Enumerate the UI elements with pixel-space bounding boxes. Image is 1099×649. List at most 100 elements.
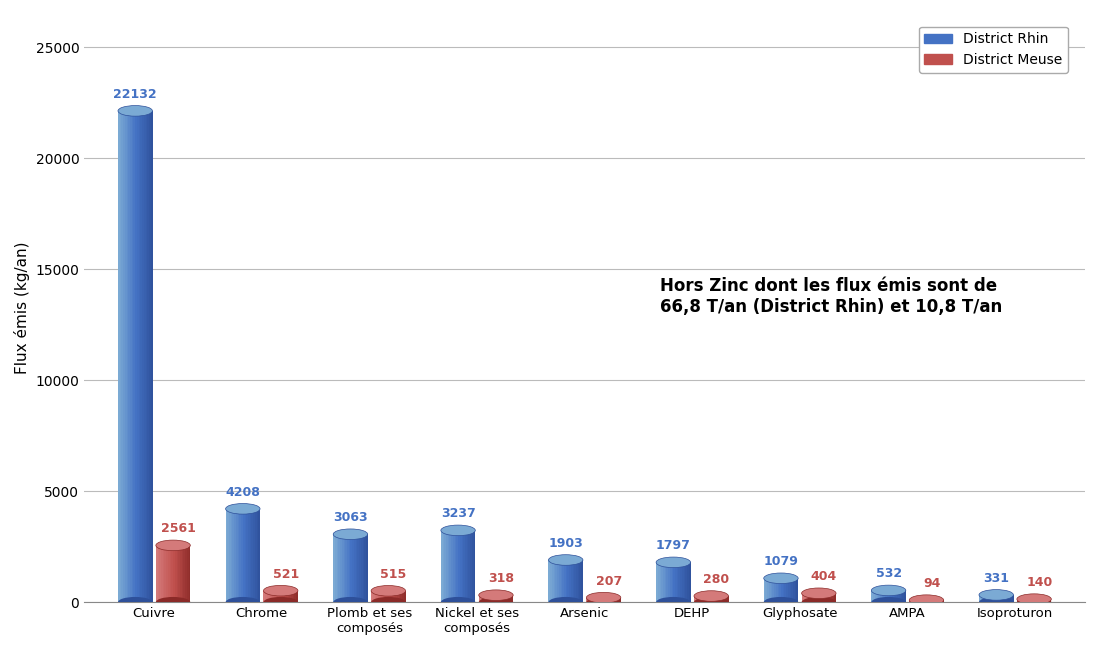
Bar: [764, 578, 798, 602]
Bar: [236, 509, 237, 602]
Bar: [492, 595, 495, 602]
Bar: [456, 530, 458, 602]
Bar: [581, 560, 584, 602]
Bar: [335, 534, 336, 602]
Bar: [137, 111, 138, 602]
Bar: [671, 562, 674, 602]
Bar: [504, 595, 507, 602]
Bar: [292, 591, 295, 602]
Ellipse shape: [479, 597, 513, 607]
Bar: [227, 509, 230, 602]
Text: 22132: 22132: [113, 88, 157, 101]
Bar: [177, 545, 178, 602]
Bar: [822, 593, 824, 602]
Bar: [279, 591, 281, 602]
Bar: [767, 578, 769, 602]
Bar: [1000, 595, 1001, 602]
Ellipse shape: [979, 597, 1013, 607]
Bar: [769, 578, 770, 602]
Text: 280: 280: [703, 573, 730, 586]
Bar: [890, 591, 892, 602]
Bar: [384, 591, 385, 602]
Bar: [464, 530, 465, 602]
Ellipse shape: [872, 597, 906, 607]
Bar: [674, 562, 675, 602]
Bar: [718, 596, 720, 602]
Bar: [273, 591, 274, 602]
Bar: [575, 560, 576, 602]
Bar: [818, 593, 819, 602]
Bar: [1041, 599, 1043, 602]
Bar: [510, 595, 511, 602]
Bar: [615, 598, 618, 602]
Bar: [291, 591, 292, 602]
Bar: [933, 600, 935, 602]
Bar: [246, 509, 248, 602]
Bar: [791, 578, 793, 602]
Bar: [1025, 599, 1028, 602]
Ellipse shape: [118, 597, 153, 607]
Bar: [619, 598, 621, 602]
Bar: [364, 534, 366, 602]
Bar: [569, 560, 571, 602]
Bar: [942, 600, 944, 602]
Text: 331: 331: [984, 572, 1009, 585]
Bar: [354, 534, 356, 602]
Bar: [801, 593, 803, 602]
Bar: [921, 600, 923, 602]
Bar: [885, 591, 887, 602]
Bar: [896, 591, 897, 602]
Bar: [884, 591, 886, 602]
Bar: [156, 545, 190, 602]
Bar: [443, 530, 444, 602]
Bar: [288, 591, 289, 602]
Bar: [693, 596, 729, 602]
Bar: [801, 593, 836, 602]
Text: 207: 207: [596, 574, 622, 587]
Bar: [474, 530, 476, 602]
Y-axis label: Flux émis (kg/an): Flux émis (kg/an): [14, 242, 30, 374]
Bar: [231, 509, 233, 602]
Bar: [821, 593, 822, 602]
Bar: [1022, 599, 1024, 602]
Bar: [706, 596, 708, 602]
Bar: [779, 578, 781, 602]
Ellipse shape: [333, 529, 368, 539]
Bar: [578, 560, 579, 602]
Bar: [138, 111, 141, 602]
Bar: [185, 545, 187, 602]
Bar: [602, 598, 603, 602]
Bar: [125, 111, 126, 602]
Bar: [441, 530, 475, 602]
Bar: [979, 595, 1013, 602]
Bar: [444, 530, 446, 602]
Bar: [175, 545, 177, 602]
Bar: [662, 562, 663, 602]
Bar: [388, 591, 390, 602]
Bar: [333, 534, 368, 602]
Ellipse shape: [801, 597, 836, 607]
Bar: [911, 600, 913, 602]
Bar: [606, 598, 607, 602]
Bar: [834, 593, 836, 602]
Bar: [484, 595, 486, 602]
Bar: [486, 595, 488, 602]
Bar: [145, 111, 147, 602]
Bar: [249, 509, 252, 602]
Bar: [1017, 599, 1052, 602]
Ellipse shape: [1017, 594, 1052, 604]
Bar: [356, 534, 357, 602]
Bar: [453, 530, 455, 602]
Bar: [714, 596, 717, 602]
Text: 318: 318: [488, 572, 514, 585]
Bar: [618, 598, 619, 602]
Bar: [151, 111, 153, 602]
Bar: [118, 111, 153, 602]
Ellipse shape: [909, 597, 944, 607]
Bar: [929, 600, 930, 602]
Bar: [144, 111, 146, 602]
Bar: [875, 591, 877, 602]
Bar: [501, 595, 503, 602]
Bar: [403, 591, 406, 602]
Bar: [590, 598, 591, 602]
